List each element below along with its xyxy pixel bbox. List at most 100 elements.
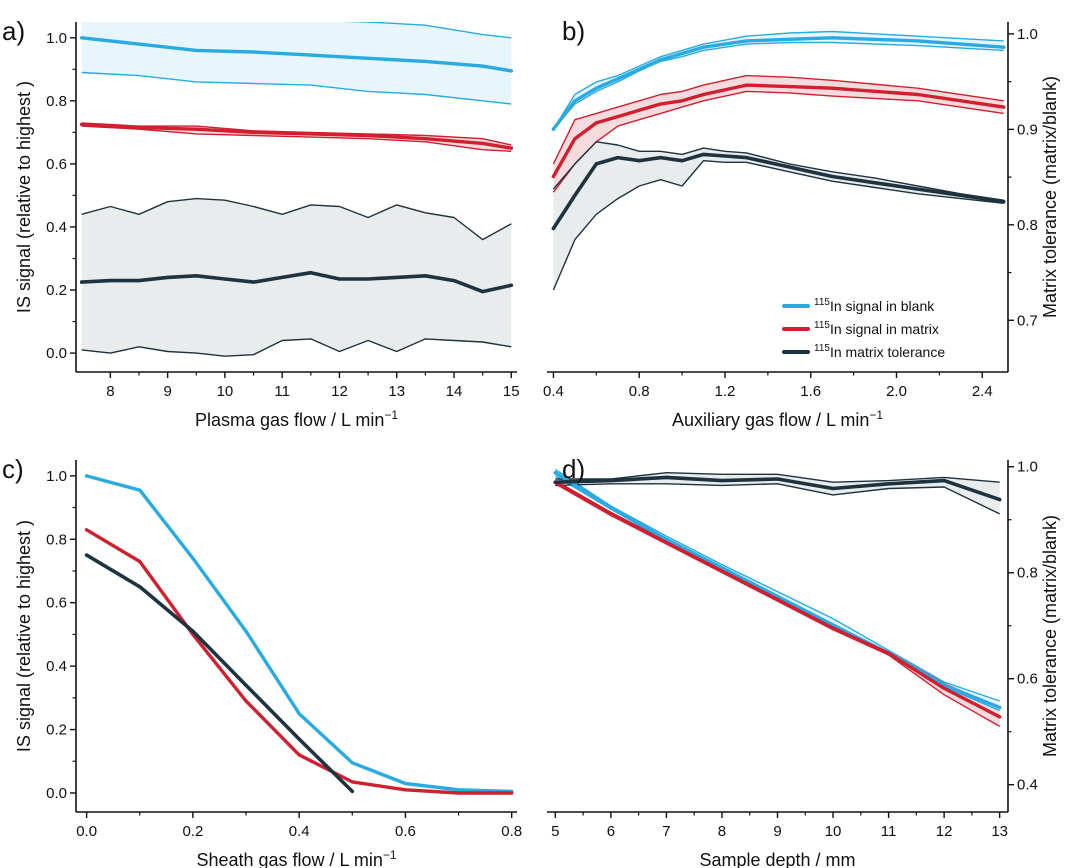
y2-tick-label: 1.0	[1017, 26, 1038, 43]
panel-label: b)	[562, 16, 585, 46]
data-point-blank	[423, 59, 427, 64]
x-tick-label: 12	[331, 383, 348, 400]
x-tick-label: 0.6	[395, 823, 416, 840]
legend-label-blank: 115In signal in blank	[814, 297, 935, 314]
band-edge-upper-blank	[552, 30, 1004, 130]
data-point-blank	[1002, 45, 1006, 49]
data-point-matrix	[309, 132, 313, 136]
band-edge-lower-blank	[552, 41, 1004, 130]
data-point-blank	[616, 77, 620, 81]
x-tick-label: 2.4	[972, 383, 993, 400]
data-point-blank	[594, 86, 598, 90]
x-axis-label: Auxiliary gas flow / L min−1	[672, 408, 883, 430]
data-point-matrix	[831, 626, 835, 630]
series-line-tolerance	[551, 152, 1006, 231]
y2-tick-label: 0.4	[1017, 777, 1038, 794]
y-tick-label: 0.8	[46, 531, 67, 548]
data-point-matrix	[510, 791, 514, 795]
data-point-matrix	[916, 92, 920, 97]
data-point-blank	[403, 781, 407, 786]
x-tick-label: 7	[662, 823, 670, 840]
data-point-blank	[831, 623, 835, 627]
data-point-tolerance	[873, 181, 877, 185]
x-tick-label: 1.2	[715, 383, 736, 400]
x-tick-label: 8	[106, 383, 114, 400]
data-point-matrix	[423, 137, 427, 141]
data-point-matrix	[194, 127, 198, 131]
x-tick-label: 0.4	[543, 383, 564, 400]
data-point-tolerance	[251, 280, 256, 284]
data-point-tolerance	[573, 193, 577, 197]
data-point-tolerance	[887, 482, 891, 486]
band-edge-upper-tolerance	[552, 141, 1004, 201]
data-point-blank	[191, 556, 195, 560]
data-point-blank	[787, 37, 791, 41]
y2-tick-label: 1.0	[1017, 459, 1038, 476]
band-blank	[553, 31, 1004, 130]
data-point-blank	[297, 712, 301, 716]
data-point-tolerance	[609, 479, 613, 483]
legend-label-sup: 115	[814, 297, 830, 308]
panel-b: 0.4 0.8 1.2 1.6 2.0 2.4 0.7 0.8 0.9 1.0 Auxiliary …	[543, 16, 1060, 430]
data-point-blank	[366, 56, 370, 60]
plot-area	[551, 30, 1006, 291]
data-point-blank	[309, 53, 313, 57]
legend-label-tolerance: 115In matrix tolerance	[814, 343, 945, 360]
x-tick-label: 13	[388, 383, 405, 400]
data-point-matrix	[594, 121, 598, 125]
data-point-matrix	[80, 122, 84, 127]
data-point-matrix	[403, 788, 407, 792]
y2-axis-label: Matrix tolerance (matrix/blank)	[1040, 76, 1060, 318]
x-tick-label: 2.0	[886, 383, 907, 400]
band-blank	[555, 469, 1000, 711]
y-tick-label: 0.2	[46, 282, 67, 299]
data-point-blank	[137, 42, 141, 46]
series-line-blank	[84, 474, 514, 794]
x-axis-label-text: Auxiliary gas flow / L min	[672, 410, 869, 430]
data-point-matrix	[680, 99, 684, 103]
data-point-blank	[244, 629, 248, 633]
data-point-tolerance	[166, 275, 170, 279]
data-point-tolerance	[108, 279, 112, 283]
data-point-blank	[916, 39, 920, 43]
data-point-matrix	[609, 512, 613, 516]
data-point-matrix	[509, 146, 513, 150]
series-line-tolerance	[84, 553, 355, 794]
data-point-matrix	[637, 108, 641, 112]
y-axis-label: IS signal (relative to highest )	[14, 81, 34, 313]
x-tick-label: 10	[825, 823, 842, 840]
y2-tick-label: 0.8	[1017, 565, 1038, 582]
legend-label-text: In signal in matrix	[830, 321, 939, 337]
data-point-matrix	[830, 86, 834, 90]
data-point-matrix	[701, 92, 706, 97]
data-point-blank	[680, 51, 684, 56]
data-point-tolerance	[680, 159, 684, 163]
data-point-tolerance	[223, 277, 227, 281]
data-point-matrix	[659, 102, 663, 106]
data-point-matrix	[251, 130, 256, 134]
x-tick-label: 8	[718, 823, 726, 840]
data-point-blank	[830, 36, 834, 40]
x-axis-label: Sample depth / mm	[699, 850, 855, 868]
y2-tick-label: 0.6	[1017, 671, 1038, 688]
x-tick-label: 10	[217, 383, 234, 400]
x-axis-label-text: Plasma gas flow / L min	[195, 410, 384, 430]
y-tick-label: 0.6	[46, 156, 67, 173]
x-tick-label: 5	[551, 823, 559, 840]
x-tick-label: 15	[503, 383, 520, 400]
y2-tick-label: 0.9	[1017, 121, 1038, 138]
data-point-tolerance	[744, 156, 749, 160]
y-tick-label: 0.2	[46, 722, 67, 739]
plot-area	[553, 468, 1002, 728]
data-point-tolerance	[137, 279, 141, 283]
y-tick-label: 0.4	[46, 658, 67, 675]
panel-label: d)	[562, 454, 585, 484]
x-axis-label: Sheath gas flow / L min−1	[196, 848, 396, 868]
data-point-blank	[664, 537, 669, 541]
data-point-tolerance	[787, 165, 791, 169]
band-tolerance	[553, 141, 1004, 290]
x-tick-label: 13	[991, 823, 1008, 840]
band-edge-lower-blank	[81, 71, 512, 105]
x-tick-label: 0.4	[289, 823, 310, 840]
